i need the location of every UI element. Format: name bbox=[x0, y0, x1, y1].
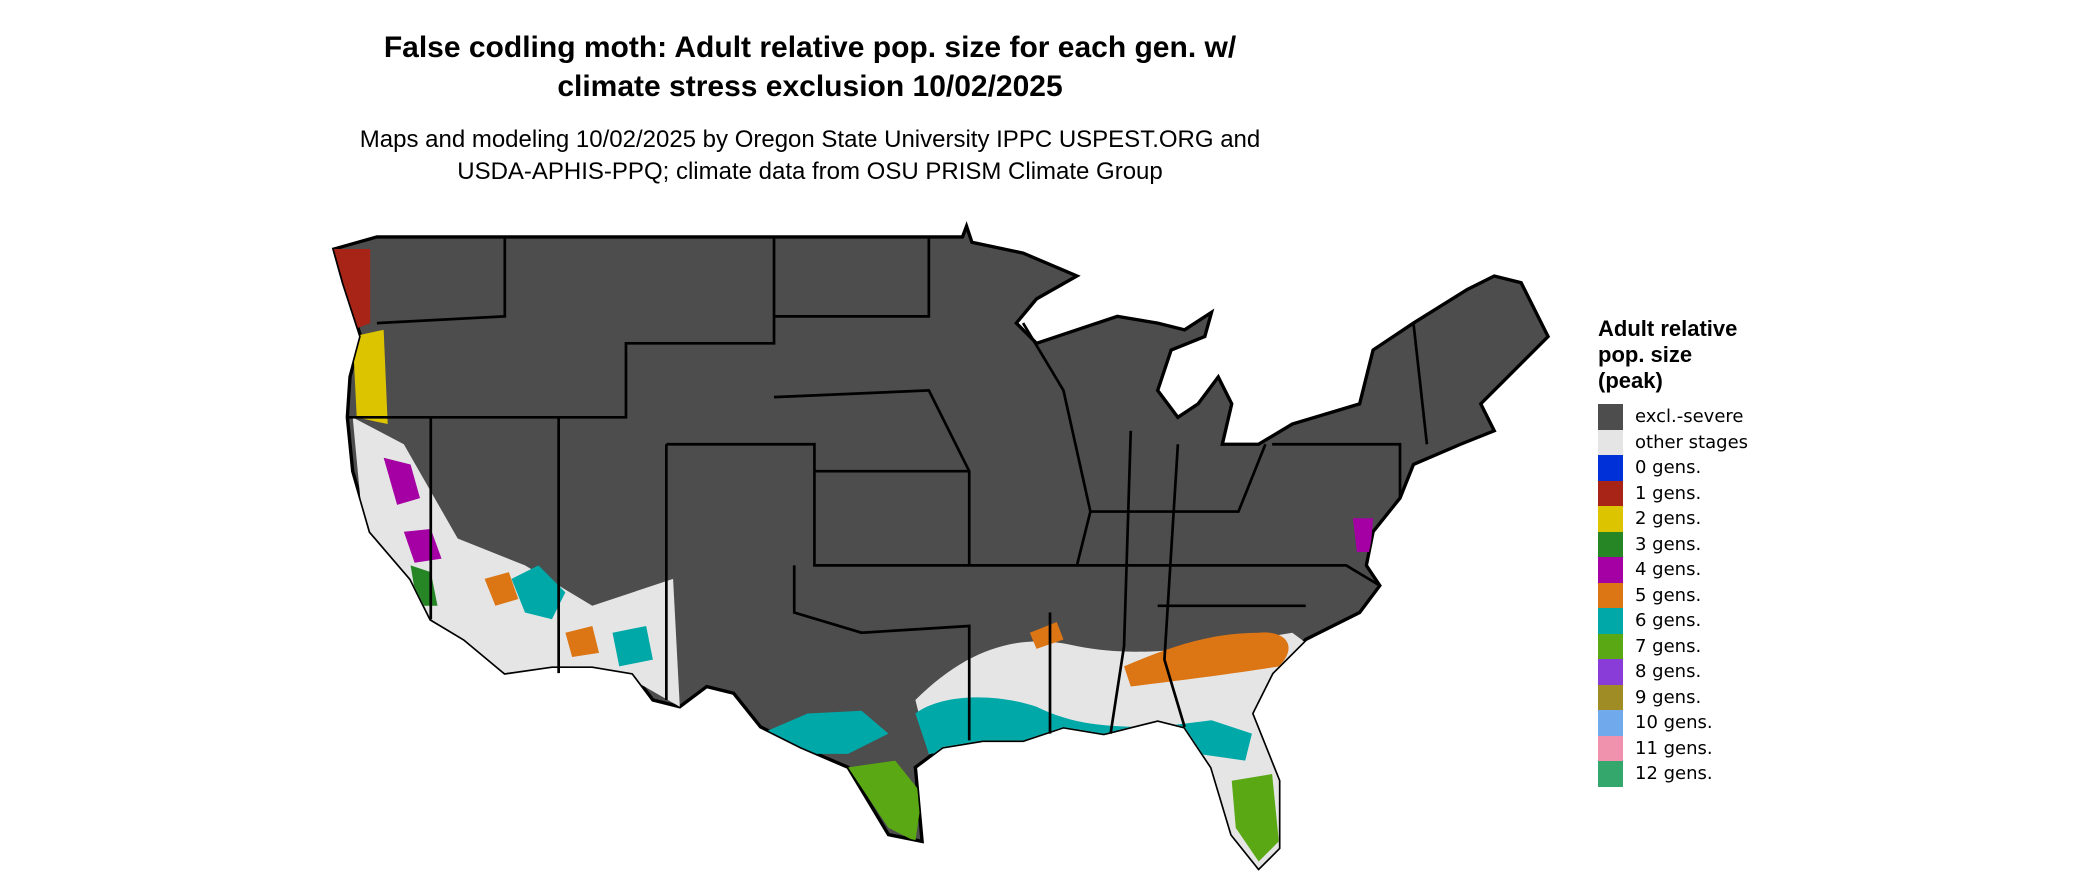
legend-swatch bbox=[1598, 761, 1623, 787]
legend-label: 11 gens. bbox=[1635, 737, 1713, 759]
legend: Adult relative pop. size (peak) excl.-se… bbox=[1598, 316, 1748, 787]
legend-label: other stages bbox=[1635, 431, 1749, 453]
legend-item: 2 gens. bbox=[1598, 506, 1748, 532]
legend-swatch bbox=[1598, 531, 1623, 557]
legend-title-line: Adult relative bbox=[1598, 316, 1738, 341]
legend-label: 9 gens. bbox=[1635, 686, 1702, 708]
title-line-1: False codling moth: Adult relative pop. … bbox=[383, 31, 1237, 64]
gen7-florida bbox=[1231, 774, 1279, 862]
legend-swatch bbox=[1598, 684, 1623, 710]
title-line-2: climate stress exclusion 10/02/2025 bbox=[557, 70, 1063, 103]
gen6-southwest bbox=[511, 565, 653, 667]
legend-label: 5 gens. bbox=[1635, 584, 1702, 606]
legend-item: 8 gens. bbox=[1598, 659, 1748, 685]
legend-swatch bbox=[1598, 480, 1623, 506]
gen5-southeast bbox=[1124, 632, 1289, 687]
legend-items: excl.-severe other stages 0 gens. 1 gens. 2 … bbox=[1598, 404, 1748, 787]
legend-swatch bbox=[1598, 582, 1623, 608]
legend-swatch bbox=[1598, 455, 1623, 481]
legend-item: 9 gens. bbox=[1598, 684, 1748, 710]
map-title: False codling moth: Adult relative pop. … bbox=[0, 28, 1620, 106]
legend-label: 0 gens. bbox=[1635, 457, 1702, 479]
legend-label: 10 gens. bbox=[1635, 712, 1713, 734]
legend-label: 1 gens. bbox=[1635, 482, 1702, 504]
legend-swatch bbox=[1598, 404, 1623, 430]
gen1-washington-coast bbox=[333, 249, 371, 330]
gen4-delmarva bbox=[1352, 518, 1374, 552]
legend-item: 5 gens. bbox=[1598, 582, 1748, 608]
legend-item: 10 gens. bbox=[1598, 710, 1748, 736]
legend-item: other stages bbox=[1598, 429, 1749, 455]
legend-swatch bbox=[1598, 710, 1623, 736]
legend-swatch bbox=[1598, 633, 1623, 659]
legend-label: 7 gens. bbox=[1635, 635, 1702, 657]
legend-title-line: (peak) bbox=[1598, 368, 1663, 393]
legend-label: 4 gens. bbox=[1635, 559, 1702, 581]
legend-label: 12 gens. bbox=[1635, 763, 1713, 785]
gen5-gulf-west bbox=[1029, 621, 1064, 649]
legend-label: 2 gens. bbox=[1635, 508, 1702, 530]
gen2-oregon-coast bbox=[352, 329, 388, 425]
legend-item: 3 gens. bbox=[1598, 531, 1748, 557]
legend-label: 3 gens. bbox=[1635, 533, 1702, 555]
legend-swatch bbox=[1598, 608, 1623, 634]
gen4-california bbox=[383, 457, 442, 563]
legend-item: 6 gens. bbox=[1598, 608, 1748, 634]
legend-item: 7 gens. bbox=[1598, 633, 1748, 659]
legend-item: excl.-severe bbox=[1598, 404, 1748, 430]
legend-item: 12 gens. bbox=[1598, 761, 1748, 787]
generation-overlays bbox=[333, 249, 1374, 869]
legend-item: 0 gens. bbox=[1598, 455, 1748, 481]
legend-label: 8 gens. bbox=[1635, 661, 1702, 683]
gen7-south-texas bbox=[848, 760, 923, 842]
legend-swatch bbox=[1598, 557, 1623, 583]
legend-title: Adult relative pop. size (peak) bbox=[1598, 316, 1748, 394]
subtitle-line-1: Maps and modeling 10/02/2025 by Oregon S… bbox=[359, 126, 1261, 153]
state-borders bbox=[347, 236, 1429, 741]
legend-item: 1 gens. bbox=[1598, 480, 1748, 506]
legend-swatch bbox=[1598, 659, 1623, 685]
legend-label: excl.-severe bbox=[1635, 406, 1744, 428]
legend-swatch bbox=[1598, 429, 1623, 455]
legend-item: 11 gens. bbox=[1598, 735, 1748, 761]
legend-item: 4 gens. bbox=[1598, 557, 1748, 583]
subtitle-line-2: USDA-APHIS-PPQ; climate data from OSU PR… bbox=[457, 158, 1163, 185]
legend-swatch bbox=[1598, 735, 1623, 761]
gen5-southwest bbox=[484, 572, 600, 657]
map-subtitle: Maps and modeling 10/02/2025 by Oregon S… bbox=[0, 124, 1620, 188]
other-stages-west-band bbox=[352, 417, 680, 707]
legend-label: 6 gens. bbox=[1635, 610, 1702, 632]
legend-swatch bbox=[1598, 506, 1623, 532]
legend-title-line: pop. size bbox=[1598, 342, 1693, 367]
